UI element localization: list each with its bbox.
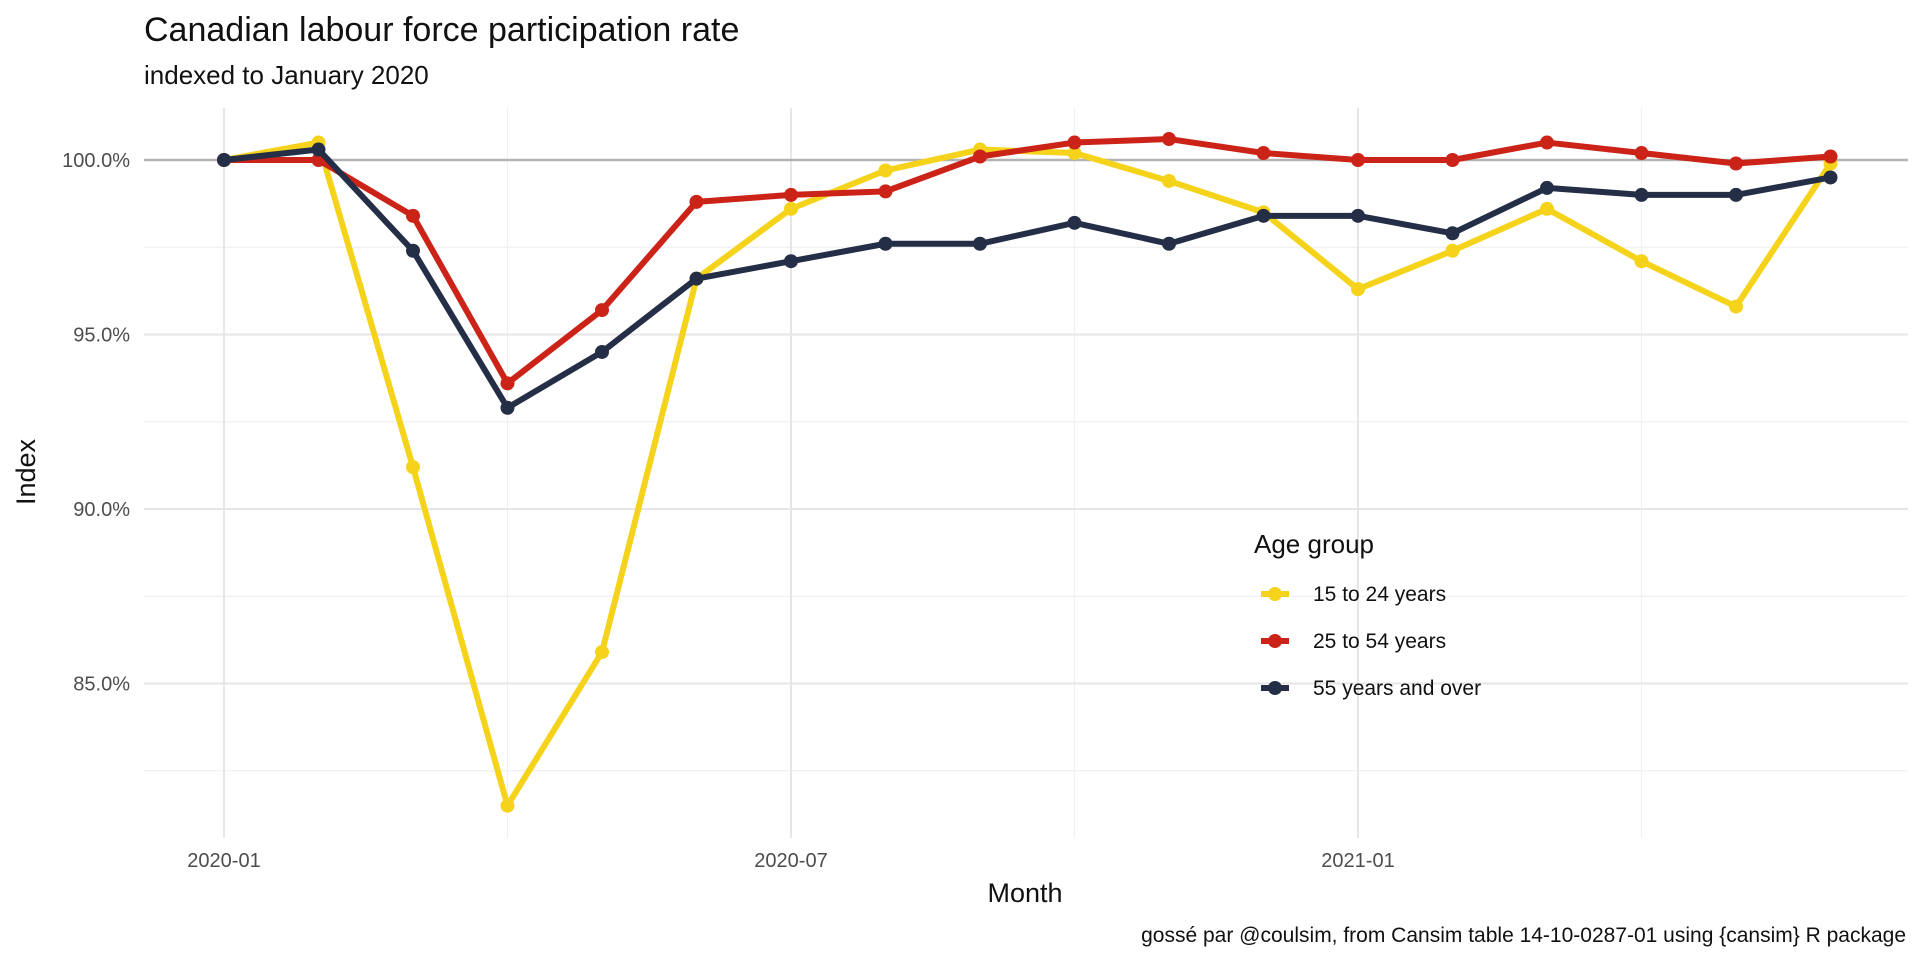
data-point <box>878 163 893 178</box>
series-line <box>221 136 1834 387</box>
y-tick-label: 100.0% <box>62 150 130 172</box>
data-point <box>1445 243 1460 258</box>
data-point <box>1729 156 1743 171</box>
data-point <box>500 798 515 813</box>
series-line <box>221 146 1834 411</box>
y-axis-title: Index <box>11 438 41 505</box>
legend-item: 55 years and over <box>1261 677 1481 700</box>
data-point <box>1729 299 1743 314</box>
data-point <box>311 142 326 157</box>
data-point <box>500 400 515 415</box>
data-point <box>1351 208 1365 223</box>
data-point <box>1634 146 1649 161</box>
data-point <box>1540 180 1554 195</box>
x-axis-ticks: 2020-01 2020-07 2021-01 <box>187 850 1394 872</box>
series-line <box>221 139 1834 809</box>
legend-label: 55 years and over <box>1313 677 1481 700</box>
chart-subtitle: indexed to January 2020 <box>144 60 429 90</box>
data-point <box>1823 170 1838 185</box>
legend-title: Age group <box>1254 529 1374 559</box>
series-2 <box>217 142 1838 415</box>
legend-point-key <box>1268 681 1282 695</box>
data-point <box>1634 254 1649 269</box>
data-point <box>406 460 420 475</box>
data-point <box>500 376 515 391</box>
data-point <box>595 344 609 359</box>
y-tick-label: 90.0% <box>73 499 130 521</box>
x-tick-label: 2020-01 <box>187 850 260 872</box>
legend: Age group 15 to 24 years 25 to 54 years 55… <box>1254 529 1481 700</box>
data-point <box>973 149 987 164</box>
data-point <box>784 201 798 216</box>
data-point <box>1351 153 1365 167</box>
data-point <box>1729 187 1743 202</box>
data-point <box>878 236 893 251</box>
series-layer <box>217 132 1838 813</box>
legend-items: 15 to 24 years 25 to 54 years 55 years and… <box>1261 583 1481 700</box>
y-tick-label: 85.0% <box>73 674 130 696</box>
series-1 <box>217 132 1838 391</box>
data-point <box>1445 153 1460 167</box>
data-point <box>689 194 704 209</box>
legend-label: 15 to 24 years <box>1313 583 1446 606</box>
data-point <box>689 271 704 286</box>
data-point <box>406 208 420 223</box>
y-axis-ticks: 85.0% 90.0% 95.0% 100.0% <box>62 150 130 696</box>
data-point <box>1823 149 1838 164</box>
legend-point-key <box>1268 634 1282 648</box>
legend-item: 15 to 24 years <box>1261 583 1446 606</box>
data-point <box>595 303 609 318</box>
data-point <box>1256 208 1271 223</box>
y-tick-label: 95.0% <box>73 325 130 347</box>
chart-title: Canadian labour force participation rate <box>144 11 739 49</box>
legend-point-key <box>1268 587 1282 601</box>
data-point <box>1162 173 1176 188</box>
legend-label: 25 to 54 years <box>1313 630 1446 653</box>
data-point <box>406 243 420 258</box>
data-point <box>1540 135 1554 150</box>
x-axis-title: Month <box>987 878 1062 908</box>
data-point <box>878 184 893 199</box>
data-point <box>595 645 609 660</box>
chart-caption: gossé par @coulsim, from Cansim table 14… <box>1141 924 1906 947</box>
data-point <box>1256 146 1271 161</box>
data-point <box>217 153 231 167</box>
data-point <box>1162 132 1176 147</box>
data-point <box>784 187 798 202</box>
data-point <box>1540 201 1554 216</box>
x-tick-label: 2020-07 <box>754 850 827 872</box>
data-point <box>1351 282 1365 297</box>
data-point <box>784 254 798 269</box>
series-0 <box>217 135 1838 813</box>
data-point <box>1634 187 1649 202</box>
data-point <box>1162 236 1176 251</box>
data-point <box>1067 135 1082 150</box>
data-point <box>1067 146 1082 161</box>
data-point <box>1445 226 1460 241</box>
data-point <box>973 236 987 251</box>
x-tick-label: 2021-01 <box>1321 850 1394 872</box>
legend-item: 25 to 54 years <box>1261 630 1446 653</box>
data-point <box>1067 215 1082 230</box>
